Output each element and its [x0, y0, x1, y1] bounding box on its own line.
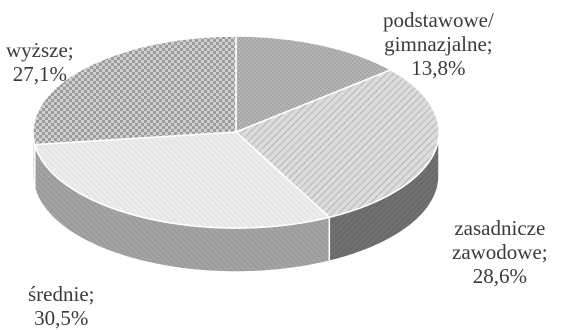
slice-label-podstawowe-line-2: gimnazjalne;: [384, 32, 493, 56]
pie-slice-podstawowe: [235, 35, 393, 134]
pie-slice-zasadnicze: [234, 69, 440, 219]
slice-label-zasadnicze: zasadnicze zawodowe; 28,6%: [452, 216, 548, 288]
pie-slice-srednie: [33, 131, 331, 229]
slice-label-podstawowe-line-1: podstawowe/: [383, 8, 494, 32]
slice-label-zasadnicze-line-1: zasadnicze: [454, 216, 546, 240]
slice-label-wyzsze-line-2: 27,1%: [12, 62, 67, 86]
slice-label-podstawowe: podstawowe/ gimnazjalne; 13,8%: [383, 8, 494, 80]
pie-slice-wyzsze: [32, 35, 237, 146]
slice-label-srednie-line-1: średnie;: [28, 282, 95, 306]
slice-label-srednie: średnie; 30,5%: [28, 282, 94, 330]
slice-label-zasadnicze-line-3: 28,6%: [472, 264, 527, 288]
slice-label-wyzsze: wyższe; 27,1%: [6, 38, 74, 86]
slice-label-srednie-line-2: 30,5%: [34, 306, 89, 330]
slice-label-wyzsze-line-1: wyższe;: [6, 38, 74, 62]
slice-label-podstawowe-line-3: 13,8%: [411, 56, 466, 80]
slice-label-zasadnicze-line-2: zawodowe;: [452, 240, 548, 264]
pie-tops: [32, 35, 440, 229]
